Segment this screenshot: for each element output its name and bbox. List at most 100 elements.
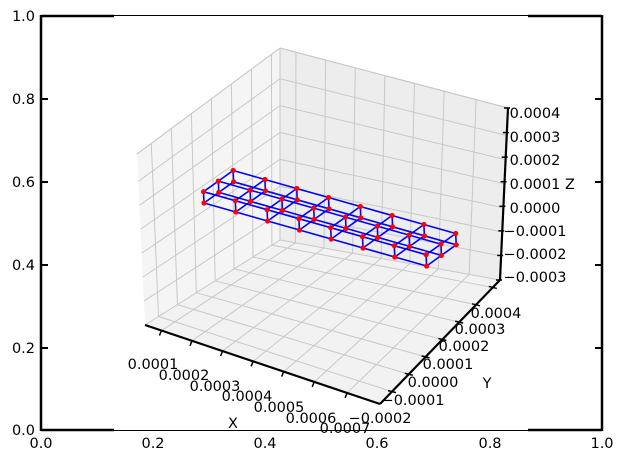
mesh-node — [375, 234, 381, 240]
mesh-edge — [249, 189, 283, 200]
grid-line — [161, 242, 296, 331]
outer-y-tick-label: 0.0 — [12, 423, 35, 439]
mesh-edge — [377, 226, 394, 239]
outer-x-tick-label: 0.6 — [365, 436, 388, 452]
x3d-tick — [311, 381, 315, 388]
mesh-edge — [394, 244, 427, 256]
mesh-edge — [267, 209, 283, 222]
outer-y-tick-label: 1.0 — [12, 9, 35, 25]
x3d-tick-label: 0.0001 — [128, 357, 179, 373]
grid-line — [139, 105, 281, 206]
x-axis-line — [144, 323, 381, 406]
x3d-tick — [158, 330, 163, 336]
mesh-node — [279, 196, 285, 202]
mesh-edge — [203, 180, 219, 193]
y3d-tick — [438, 337, 447, 342]
mesh-edge — [423, 223, 456, 235]
grid-line — [279, 239, 501, 281]
mesh-node — [424, 263, 430, 269]
mesh-edge — [391, 214, 425, 226]
mesh-node — [215, 178, 221, 184]
outer-y-tick-label: 0.2 — [12, 341, 35, 357]
mesh-node — [421, 233, 427, 239]
grid-line — [313, 268, 439, 383]
mesh-edge — [313, 218, 347, 230]
mesh-node — [421, 221, 427, 228]
mesh-node — [360, 245, 366, 251]
grid-line — [468, 99, 477, 275]
mesh-node — [359, 234, 366, 240]
mesh-node — [247, 187, 253, 193]
outer-axes-frame — [39, 14, 604, 432]
grid-line — [222, 252, 353, 352]
mesh-node — [390, 224, 396, 230]
z3d-tick-label: 0.0002 — [510, 153, 561, 169]
3d-grid — [136, 47, 509, 394]
mesh-edge — [281, 199, 298, 212]
y3d-tick — [404, 372, 413, 376]
mesh-edge — [409, 245, 442, 257]
y3d-tick — [421, 355, 430, 359]
y3d-tick — [488, 285, 497, 290]
mesh-edge — [360, 205, 393, 217]
outer-x-tick-label: 0.2 — [141, 436, 164, 452]
x3d-tick-label: 0.0006 — [286, 411, 337, 427]
grid-line — [140, 132, 281, 230]
grid-line — [210, 98, 216, 281]
mesh-edge — [328, 208, 362, 219]
outer-ticks — [41, 15, 602, 431]
mesh-node — [406, 232, 412, 238]
grid-line — [170, 128, 178, 305]
mesh-edge — [203, 190, 236, 202]
mesh-edge — [203, 202, 237, 213]
grid-line — [279, 78, 507, 137]
mesh-node — [391, 243, 397, 249]
mesh-edge — [394, 256, 427, 267]
mesh-edge — [313, 208, 330, 221]
floor-pane — [145, 240, 500, 404]
grid-line — [323, 59, 327, 249]
mesh-edge — [362, 225, 378, 238]
y3d-tick-label: 0.0002 — [439, 339, 490, 355]
mesh-node — [231, 179, 237, 185]
grid-line — [252, 258, 382, 362]
mesh-edge — [250, 200, 283, 212]
mesh-edge — [345, 216, 378, 227]
z3d-tick-label: 0.0004 — [510, 106, 561, 122]
mesh-edge — [298, 218, 315, 231]
mesh-edge — [234, 189, 251, 202]
mesh-edge — [408, 223, 425, 236]
mesh-edge — [232, 169, 266, 181]
mesh-node — [438, 252, 444, 258]
z3d-tick-label: 0.0000 — [510, 201, 561, 217]
grid-line — [279, 105, 506, 161]
mesh-node — [216, 189, 222, 195]
grid-line — [294, 52, 297, 243]
z3d-tick-label: 0.0001 — [510, 177, 561, 193]
z3d-tick-label: −0.0001 — [504, 224, 567, 240]
grid-line — [352, 67, 356, 254]
mesh-edge — [298, 207, 315, 220]
mesh-edge — [345, 205, 361, 218]
mesh-node — [453, 242, 459, 248]
3d-panes — [137, 48, 508, 404]
left-pane — [137, 48, 280, 325]
mesh-edge — [377, 225, 410, 236]
y3d-tick — [471, 303, 481, 307]
grid-line — [252, 256, 477, 306]
grid-line — [141, 158, 281, 254]
mesh-edge — [330, 227, 347, 240]
mesh-edge — [393, 234, 410, 247]
grid-line — [215, 280, 443, 341]
mesh-node — [438, 241, 444, 247]
mesh-node — [325, 194, 332, 201]
outer-x-tick-label: 0.0 — [29, 436, 52, 452]
outer-x-tick-label: 0.8 — [478, 436, 501, 452]
grid-line — [190, 113, 197, 293]
mesh-edge — [250, 190, 266, 203]
mesh-node — [328, 225, 334, 231]
mesh-edge — [266, 198, 283, 211]
mesh-edge — [249, 178, 266, 191]
